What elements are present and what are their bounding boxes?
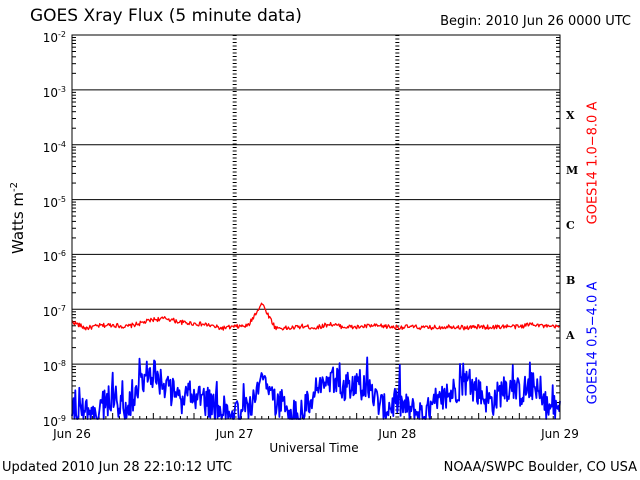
y-tick-label: 10-2 bbox=[43, 29, 66, 44]
y-tick-exponent: -5 bbox=[58, 194, 66, 204]
y-tick-label: 10-4 bbox=[43, 139, 66, 154]
plot-frame bbox=[71, 34, 561, 420]
y-tick-exponent: -4 bbox=[58, 139, 66, 149]
series-label-short: GOES14 0.5−4.0 A bbox=[585, 281, 601, 405]
y-tick-base: 10 bbox=[42, 140, 59, 155]
credit-label: NOAA/SWPC Boulder, CO USA bbox=[443, 460, 637, 475]
flare-class-label: X bbox=[566, 109, 575, 123]
y-tick-exponent: -6 bbox=[58, 249, 66, 259]
y-tick-label: 10-3 bbox=[43, 84, 66, 99]
y-tick-base: 10 bbox=[42, 415, 59, 429]
updated-timestamp: Updated 2010 Jun 28 22:10:12 UTC bbox=[2, 460, 233, 475]
y-tick-exponent: -9 bbox=[58, 414, 66, 423]
y-tick-label: 10-7 bbox=[43, 303, 66, 318]
y-axis-label-text: Watts m bbox=[9, 191, 27, 255]
y-axis-label-exponent: -2 bbox=[9, 181, 20, 192]
x-tick-label: Jun 27 bbox=[215, 427, 254, 441]
y-tick-label: 10-9 bbox=[43, 413, 66, 428]
y-tick-exponent: -2 bbox=[58, 30, 66, 39]
flare-class-label: C bbox=[566, 219, 575, 232]
series-line-long bbox=[71, 302, 561, 331]
chart-title: GOES Xray Flux (5 minute data) bbox=[30, 6, 302, 26]
y-tick-exponent: -7 bbox=[58, 304, 66, 314]
begin-time-label: Begin: 2010 Jun 26 0000 UTC bbox=[440, 14, 631, 29]
y-tick-base: 10 bbox=[42, 360, 59, 375]
x-axis-label: Universal Time bbox=[269, 441, 359, 455]
x-tick-label: Jun 26 bbox=[53, 427, 91, 441]
y-tick-label: 10-8 bbox=[43, 358, 66, 373]
series-line-short bbox=[71, 356, 561, 420]
x-tick-label: Jun 28 bbox=[378, 427, 417, 441]
flare-class-label: A bbox=[566, 328, 575, 342]
flare-class-label: B bbox=[566, 273, 576, 287]
y-tick-exponent: -3 bbox=[58, 84, 66, 94]
y-tick-base: 10 bbox=[42, 250, 59, 265]
series-label-long: GOES14 1.0−8.0 A bbox=[585, 101, 601, 225]
y-tick-exponent: -8 bbox=[58, 359, 66, 369]
y-tick-base: 10 bbox=[42, 195, 59, 210]
y-tick-base: 10 bbox=[42, 85, 59, 100]
y-tick-label: 10-6 bbox=[43, 248, 66, 263]
y-tick-base: 10 bbox=[42, 31, 59, 45]
y-axis-label: Watts m-2 bbox=[9, 182, 27, 254]
flare-class-label: M bbox=[566, 164, 579, 178]
y-tick-base: 10 bbox=[42, 305, 59, 320]
x-tick-label: Jun 29 bbox=[541, 427, 579, 441]
y-tick-label: 10-5 bbox=[43, 194, 66, 209]
